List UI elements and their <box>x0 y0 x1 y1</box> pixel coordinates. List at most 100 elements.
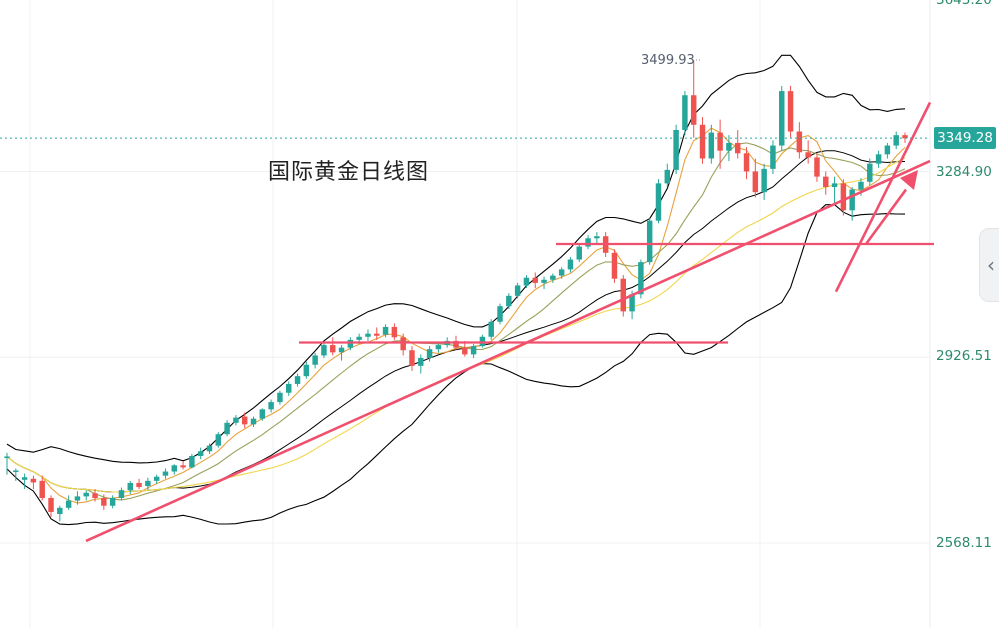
candle-body <box>145 480 151 487</box>
candle-body <box>330 345 336 353</box>
candle-body <box>347 339 354 348</box>
candle-body <box>153 476 160 481</box>
candle-body <box>470 346 477 355</box>
candle-body <box>585 238 591 247</box>
collapse-panel-button[interactable]: ‹ <box>979 228 999 302</box>
candle-body <box>488 321 494 337</box>
y-tick-label: 3643.20 <box>936 0 992 8</box>
candle-body <box>241 416 248 425</box>
bollinger-upper-band <box>6 54 906 464</box>
candle-body <box>726 142 732 151</box>
candle-body <box>823 176 829 187</box>
chart-title: 国际黄金日线图 <box>268 160 430 185</box>
candle-body <box>453 340 459 348</box>
chevron-left-icon: ‹ <box>987 253 995 277</box>
candle-body <box>646 220 653 263</box>
candle-body <box>285 383 292 393</box>
candle-body <box>655 183 662 221</box>
candle-body <box>215 434 222 446</box>
y-tick-label: 3284.90 <box>936 164 992 180</box>
moving-average-line <box>6 127 906 504</box>
candle-body <box>74 496 81 501</box>
candle-body <box>858 181 864 190</box>
candle-body <box>875 154 882 164</box>
candle-body <box>867 163 873 182</box>
candle-body <box>761 168 767 193</box>
candle-body <box>374 333 380 336</box>
candle-body <box>101 497 107 506</box>
candle-body <box>180 465 186 468</box>
candle-body <box>303 364 310 377</box>
candle-body <box>356 336 362 340</box>
moving-average-line <box>6 157 906 493</box>
candle-body <box>893 135 899 146</box>
candle-body <box>118 490 125 498</box>
candle-body <box>312 355 318 365</box>
arrow-shaft <box>864 188 908 245</box>
candle-body <box>127 482 133 491</box>
candle-body <box>629 294 635 312</box>
candle-body <box>4 456 10 459</box>
candle-body <box>787 91 794 132</box>
candle-body <box>171 465 178 472</box>
candle-body <box>752 171 759 193</box>
candle-body <box>779 91 785 146</box>
candle-body <box>250 418 257 425</box>
candle-body <box>400 337 406 351</box>
candle-body <box>567 259 574 270</box>
candle-body <box>840 183 847 211</box>
candle-body <box>690 95 697 125</box>
candle-body <box>136 482 142 488</box>
candle-body <box>277 392 283 403</box>
candle-body <box>197 451 204 456</box>
candle-body <box>849 189 855 211</box>
candle-body <box>391 326 398 338</box>
candle-body <box>57 507 63 515</box>
candle-body <box>65 500 72 508</box>
candle-body <box>268 402 274 410</box>
candle-body <box>294 376 301 384</box>
candle-body <box>30 478 37 483</box>
candle-body <box>717 132 723 151</box>
candle-body <box>664 169 671 184</box>
candle-body <box>682 95 688 130</box>
candle-body <box>796 131 803 153</box>
current-price-tag: 3349.28 <box>934 127 996 149</box>
high-annotation-label: 3499.93 <box>641 53 695 68</box>
candle-body <box>418 358 424 366</box>
candle-body <box>638 262 644 295</box>
candle-body <box>506 295 512 307</box>
candle-body <box>162 471 169 476</box>
candle-body <box>321 345 327 356</box>
candle-body <box>259 409 266 419</box>
trend-line <box>834 101 932 293</box>
candle-body <box>770 145 776 169</box>
candle-body <box>831 183 838 187</box>
y-tick-label: 2568.11 <box>936 535 992 551</box>
candle-body <box>338 347 345 353</box>
candle-body <box>814 157 820 177</box>
candle-body <box>21 477 28 480</box>
candle-body <box>497 306 503 322</box>
y-tick-label: 2926.51 <box>936 348 992 364</box>
candle-body <box>435 345 442 350</box>
candle-body <box>83 492 89 497</box>
candle-body <box>743 153 750 172</box>
candle-body <box>382 326 389 335</box>
candle-body <box>13 470 19 473</box>
candle-body <box>233 417 239 423</box>
candle-body <box>514 285 521 296</box>
candle-body <box>39 480 45 498</box>
candle-body <box>532 277 538 283</box>
candle-body <box>426 349 433 359</box>
candle-body <box>884 145 891 155</box>
candle-body <box>699 124 706 159</box>
candle-body <box>594 236 600 239</box>
candle-body <box>805 152 811 158</box>
candle-body <box>462 347 468 355</box>
bollinger-lower-band <box>6 204 906 526</box>
candle-body <box>48 497 54 512</box>
candle-body <box>541 279 547 283</box>
